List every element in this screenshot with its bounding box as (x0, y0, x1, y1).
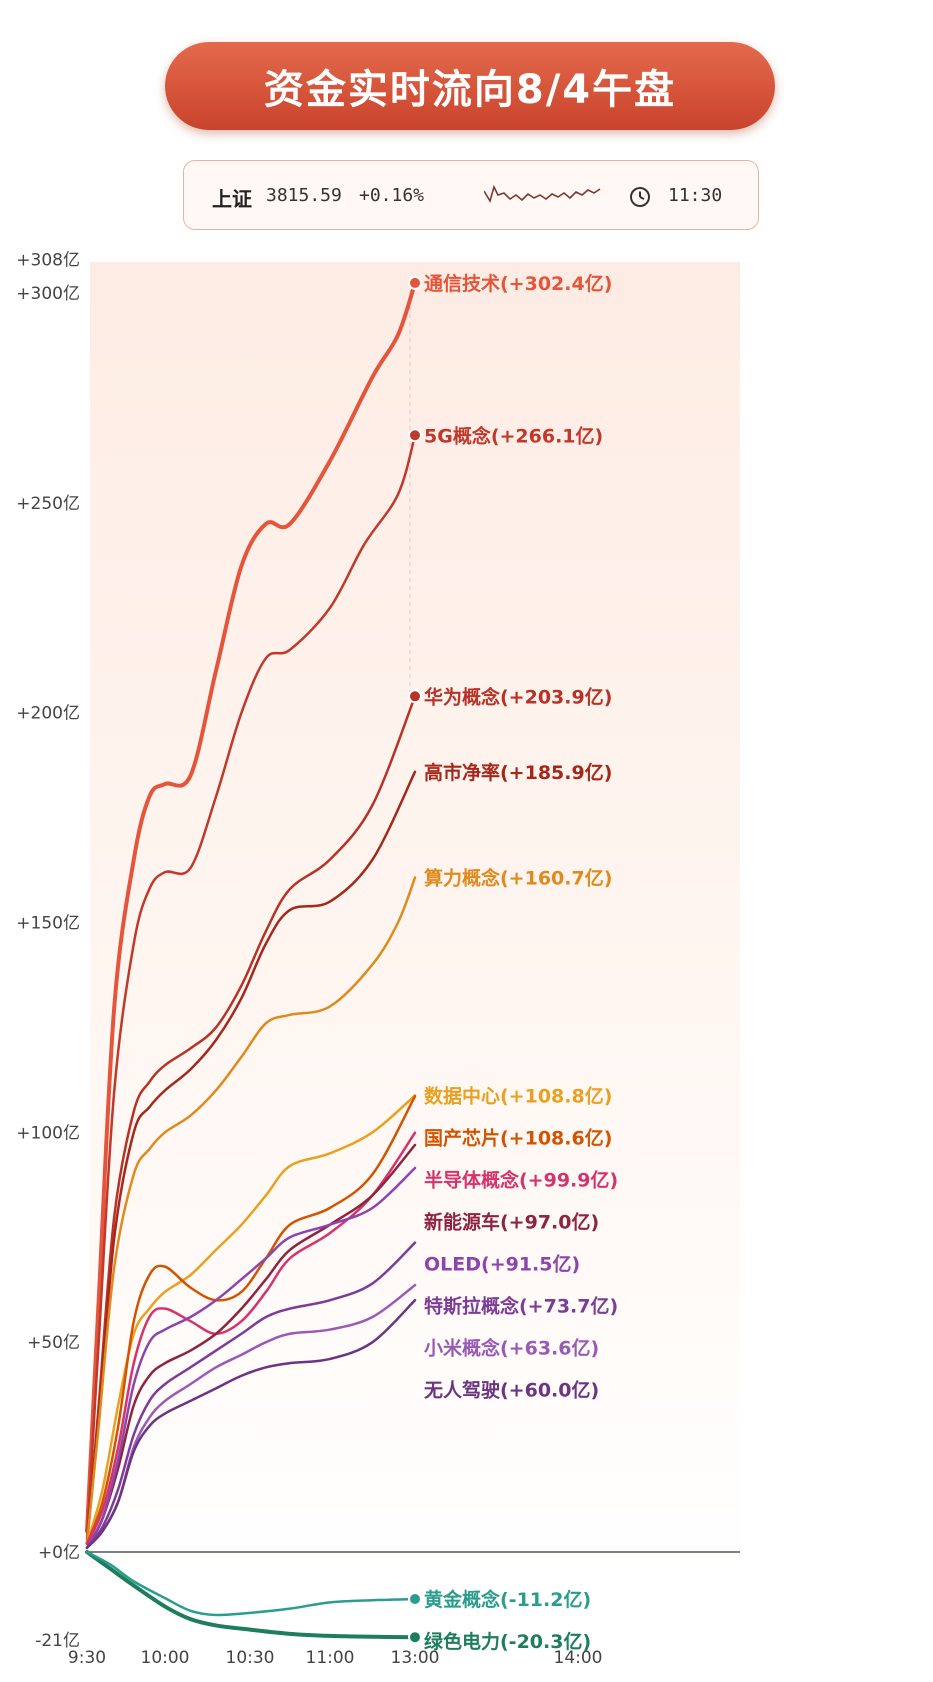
index-ticker: 上证 3815.59 +0.16% 11:30 (183, 160, 759, 230)
index-change: +0.16% (359, 185, 425, 206)
series-end-dot (408, 275, 422, 290)
series-line (85, 1094, 417, 1545)
y-tick-label: +100亿 (16, 1123, 80, 1143)
series-line (85, 770, 417, 1545)
series-end-label: 新能源车(+97.0亿) (424, 1210, 599, 1233)
series-end-dot (408, 428, 422, 443)
index-value: 3815.59 (266, 185, 342, 206)
page-title: 资金实时流向8/4午盘 (263, 67, 677, 113)
series-end-label: 绿色电力(-20.3亿) (424, 1630, 591, 1653)
series-end-dot (408, 689, 422, 704)
series-end-dot (408, 1592, 422, 1607)
y-tick-label: +300亿 (16, 284, 80, 304)
series-end-label: 华为概念(+203.9亿) (424, 685, 612, 708)
series-line (85, 1298, 417, 1550)
x-tick-label: 11:00 (306, 1648, 355, 1668)
x-tick-label: 13:00 (391, 1648, 440, 1668)
series-end-label: 半导体概念(+99.9亿) (424, 1168, 618, 1191)
series-line (85, 280, 417, 1534)
index-time: 11:30 (668, 185, 723, 206)
y-tick-label: +200亿 (16, 704, 80, 724)
x-tick-label: 10:30 (226, 1648, 275, 1668)
series-line (85, 695, 417, 1545)
series-end-label: 国产芯片(+108.6亿) (424, 1126, 612, 1149)
series-end-label: 特斯拉概念(+73.7亿) (424, 1294, 618, 1317)
series-end-dot (408, 1630, 422, 1645)
series-end-label: 高市净率(+185.9亿) (424, 761, 612, 784)
series-line (85, 1550, 417, 1640)
y-tick-label: -21亿 (35, 1631, 80, 1651)
y-tick-label: +250亿 (16, 494, 80, 514)
y-tick-label: +50亿 (27, 1333, 80, 1353)
plot-background (90, 262, 740, 1582)
series-layer (85, 275, 422, 1645)
series-line (85, 1166, 417, 1550)
series-end-label: OLED(+91.5亿) (424, 1252, 580, 1275)
x-tick-label: 14:00 (554, 1648, 603, 1668)
series-end-label: 无人驾驶(+60.0亿) (424, 1378, 599, 1401)
x-axis: 9:30 10:00 10:30 11:00 13:00 14:00 (68, 1648, 603, 1668)
index-name: 上证 (212, 187, 252, 211)
x-tick-label: 9:30 (68, 1648, 106, 1668)
series-end-label: 小米概念(+63.6亿) (424, 1336, 599, 1359)
series-end-label: 算力概念(+160.7亿) (424, 867, 612, 890)
index-sparkline-icon (484, 184, 601, 203)
series-end-label: 5G概念(+266.1亿) (424, 424, 603, 447)
series-end-label: 通信技术(+302.4亿) (424, 272, 612, 295)
series-line (85, 434, 417, 1541)
series-line (85, 876, 417, 1545)
clock-icon (630, 187, 650, 207)
series-end-label: 数据中心(+108.8亿) (424, 1084, 612, 1107)
y-tick-label: +308亿 (16, 250, 80, 270)
series-line (85, 1550, 417, 1617)
series-line (85, 1094, 417, 1545)
title-banner: 资金实时流向8/4午盘 (165, 42, 775, 130)
labels-layer: 通信技术(+302.4亿) 5G概念(+266.1亿) 华为概念(+203.9亿) 高… (424, 272, 618, 1653)
y-axis: +308亿 +300亿 +250亿 +200亿 +150亿 +100亿 +50亿 +0亿 -21… (16, 250, 740, 1651)
y-tick-label: +150亿 (16, 914, 80, 934)
x-tick-label: 10:00 (141, 1648, 190, 1668)
series-end-label: 黄金概念(-11.2亿) (424, 1588, 591, 1611)
y-tick-label: +0亿 (38, 1543, 80, 1563)
series-line (85, 1241, 417, 1550)
series-line (85, 1131, 417, 1545)
